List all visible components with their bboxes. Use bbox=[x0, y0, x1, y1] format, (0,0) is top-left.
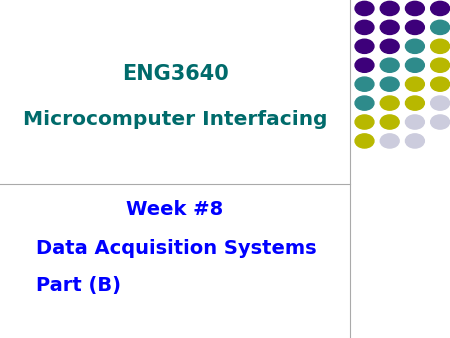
Circle shape bbox=[431, 39, 450, 53]
Circle shape bbox=[431, 20, 450, 34]
Circle shape bbox=[380, 115, 399, 129]
Circle shape bbox=[355, 134, 374, 148]
Circle shape bbox=[405, 58, 424, 72]
Circle shape bbox=[355, 39, 374, 53]
Circle shape bbox=[355, 58, 374, 72]
Circle shape bbox=[405, 115, 424, 129]
Circle shape bbox=[380, 1, 399, 16]
Circle shape bbox=[431, 77, 450, 91]
Circle shape bbox=[380, 20, 399, 34]
Circle shape bbox=[355, 77, 374, 91]
Text: Microcomputer Interfacing: Microcomputer Interfacing bbox=[23, 111, 327, 129]
Circle shape bbox=[405, 77, 424, 91]
Circle shape bbox=[380, 39, 399, 53]
Circle shape bbox=[355, 115, 374, 129]
Text: Week #8: Week #8 bbox=[126, 200, 224, 219]
Circle shape bbox=[380, 58, 399, 72]
Circle shape bbox=[405, 134, 424, 148]
Text: ENG3640: ENG3640 bbox=[122, 64, 229, 84]
Circle shape bbox=[431, 96, 450, 110]
Circle shape bbox=[380, 96, 399, 110]
Circle shape bbox=[431, 1, 450, 16]
Circle shape bbox=[355, 96, 374, 110]
Circle shape bbox=[405, 1, 424, 16]
Text: Data Acquisition Systems: Data Acquisition Systems bbox=[36, 239, 317, 258]
Circle shape bbox=[380, 134, 399, 148]
Circle shape bbox=[405, 39, 424, 53]
Circle shape bbox=[405, 96, 424, 110]
Circle shape bbox=[380, 77, 399, 91]
Text: Part (B): Part (B) bbox=[36, 276, 121, 295]
Circle shape bbox=[355, 1, 374, 16]
Circle shape bbox=[355, 20, 374, 34]
Circle shape bbox=[431, 115, 450, 129]
Circle shape bbox=[405, 20, 424, 34]
Circle shape bbox=[431, 58, 450, 72]
